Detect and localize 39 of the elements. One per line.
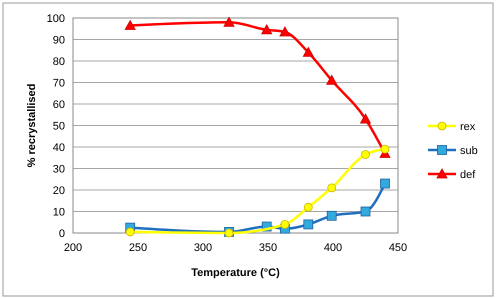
point <box>380 144 390 154</box>
y-tick-label: 30 <box>52 163 65 176</box>
x-tick-label: 400 <box>324 242 342 254</box>
y-tick-label: 100 <box>46 12 65 25</box>
y-tick-label: 60 <box>52 98 65 111</box>
point <box>303 220 314 230</box>
point <box>326 210 337 221</box>
x-tick-label: 450 <box>388 242 408 254</box>
y-tick-label: 70 <box>52 77 65 90</box>
point <box>126 228 135 236</box>
point <box>380 178 390 188</box>
legend-label: def <box>460 168 476 181</box>
point <box>124 20 136 30</box>
y-tick-label: 10 <box>52 206 65 218</box>
y-tick-label: 50 <box>52 120 65 132</box>
point <box>261 24 272 34</box>
x-tick-label: 250 <box>128 242 148 254</box>
y-tick-label: 80 <box>52 56 65 68</box>
legend-label: sub <box>460 144 478 157</box>
point <box>327 183 336 192</box>
y-tick-label: 20 <box>52 184 65 197</box>
x-tick-label: 300 <box>194 242 212 254</box>
point <box>360 114 371 124</box>
legend-label: rex <box>460 120 476 133</box>
y-tick-label: 90 <box>52 34 65 46</box>
y-tick-label: 40 <box>52 142 65 154</box>
point <box>326 74 338 85</box>
y-tick-label: 0 <box>58 228 65 240</box>
x-tick-label: 350 <box>258 242 278 254</box>
y-axis-title: % recrystallised <box>26 84 38 168</box>
point <box>361 150 370 159</box>
point <box>360 206 370 216</box>
x-tick-label: 200 <box>64 242 82 254</box>
x-axis-title: Temperature (°C) <box>191 267 280 279</box>
point <box>280 26 290 36</box>
point <box>302 47 314 57</box>
point <box>304 202 313 212</box>
point <box>280 220 290 229</box>
point <box>224 16 234 27</box>
